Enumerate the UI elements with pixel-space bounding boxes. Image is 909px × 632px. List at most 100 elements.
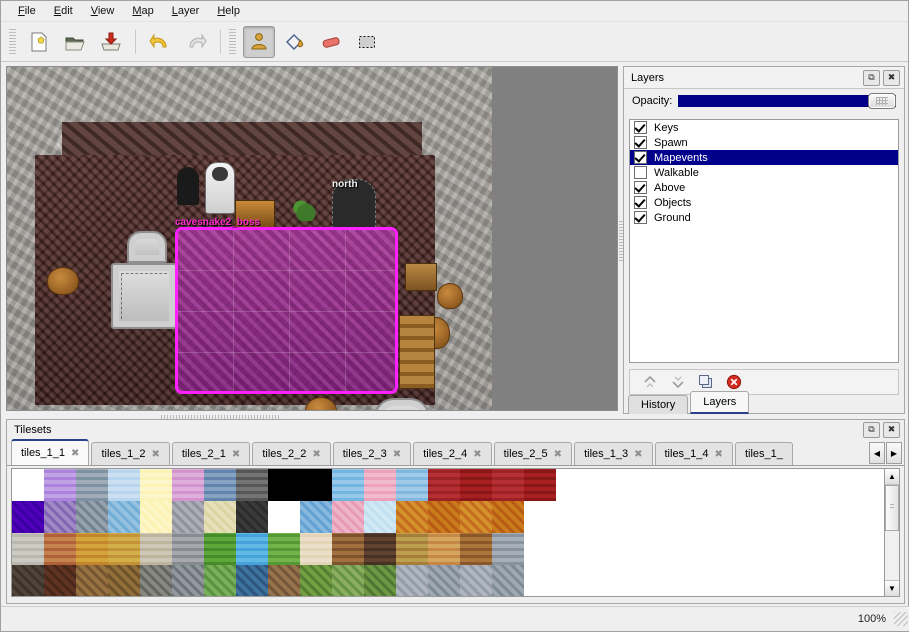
open-file-button[interactable] xyxy=(59,26,91,58)
tileset-tile[interactable] xyxy=(108,565,140,596)
undo-button[interactable] xyxy=(144,26,176,58)
tileset-tab-tiles_1_1[interactable]: tiles_1_1 ✖ xyxy=(11,439,90,465)
tileset-tile[interactable] xyxy=(76,565,108,596)
tileset-tile[interactable] xyxy=(364,469,396,501)
tileset-tile[interactable] xyxy=(844,565,876,596)
vertical-splitter[interactable] xyxy=(619,66,625,411)
layer-row-objects[interactable]: Objects xyxy=(630,195,898,210)
tileset-tile[interactable] xyxy=(140,533,172,565)
tileset-tile[interactable] xyxy=(396,501,428,533)
new-file-button[interactable] xyxy=(23,26,55,58)
tileset-tile[interactable] xyxy=(492,533,524,565)
tileset-tile[interactable] xyxy=(236,533,268,565)
tileset-tile[interactable] xyxy=(76,533,108,565)
tileset-tile[interactable] xyxy=(268,469,300,501)
tileset-tile[interactable] xyxy=(172,469,204,501)
stamp-tool-button[interactable] xyxy=(243,25,275,58)
tileset-tab-close-icon-5[interactable]: ✖ xyxy=(473,448,482,460)
tileset-tile[interactable] xyxy=(716,565,748,596)
tileset-tile[interactable] xyxy=(140,469,172,501)
close-icon[interactable]: ✖ xyxy=(883,69,900,86)
tab-layers[interactable]: Layers xyxy=(690,391,750,414)
layer-visibility-checkbox-spawn[interactable] xyxy=(634,136,647,149)
tileset-tile[interactable] xyxy=(812,565,844,596)
tileset-tile[interactable] xyxy=(492,469,524,501)
tileset-tab-tiles_2_2[interactable]: tiles_2_2 ✖ xyxy=(252,442,331,465)
tileset-scroll-thumb[interactable] xyxy=(885,485,899,531)
tileset-tile[interactable] xyxy=(524,565,556,596)
tileset-tile[interactable] xyxy=(12,469,44,501)
toolbar-grip-left[interactable] xyxy=(9,28,16,55)
tileset-tile[interactable] xyxy=(748,533,780,565)
duplicate-layer-button[interactable] xyxy=(696,372,716,392)
tileset-tile[interactable] xyxy=(12,501,44,533)
tileset-tile[interactable] xyxy=(460,533,492,565)
tileset-tile[interactable] xyxy=(76,469,108,501)
tileset-tab-close-icon-4[interactable]: ✖ xyxy=(392,448,402,460)
map-selection-region[interactable] xyxy=(175,227,430,410)
tileset-tile[interactable] xyxy=(428,533,460,565)
tileset-tile[interactable] xyxy=(396,533,428,565)
layer-row-spawn[interactable]: Spawn xyxy=(630,135,898,150)
layer-row-mapevents[interactable]: Mapevents xyxy=(630,150,898,165)
tileset-tab-tiles_2_1[interactable]: tiles_2_1 ✖ xyxy=(171,442,251,465)
tileset-tile[interactable] xyxy=(236,565,268,596)
layer-row-walkable[interactable]: Walkable xyxy=(630,165,898,180)
tileset-tile[interactable] xyxy=(652,533,684,565)
tileset-tile[interactable] xyxy=(620,533,652,565)
map-canvas[interactable]: cavesnake2_boss north xyxy=(6,66,618,411)
tileset-tile[interactable] xyxy=(556,469,588,501)
tileset-tile[interactable] xyxy=(716,533,748,565)
tileset-tile[interactable] xyxy=(588,565,620,596)
tileset-tile[interactable] xyxy=(268,501,300,533)
menu-layer[interactable]: Layer xyxy=(163,3,209,19)
tileset-tile[interactable] xyxy=(620,469,652,501)
redo-button[interactable] xyxy=(180,26,212,58)
tileset-tile[interactable] xyxy=(364,533,396,565)
tileset-tab-prev-button[interactable]: ◀ xyxy=(869,442,885,464)
tileset-tile[interactable] xyxy=(556,533,588,565)
tileset-tile[interactable] xyxy=(556,501,588,533)
tileset-tab-tiles_2_5[interactable]: tiles_2_5 ✖ xyxy=(493,442,573,465)
layer-row-keys[interactable]: Keys xyxy=(630,120,898,135)
tileset-tile[interactable] xyxy=(364,565,396,596)
layer-row-above[interactable]: Above xyxy=(630,180,898,195)
tileset-tile[interactable] xyxy=(844,469,876,501)
eraser-tool-button[interactable] xyxy=(315,26,347,58)
tileset-tile[interactable] xyxy=(492,501,524,533)
tileset-tab-close-icon-6[interactable]: ✖ xyxy=(553,448,563,460)
tileset-tile[interactable] xyxy=(268,565,300,596)
tileset-tile[interactable] xyxy=(44,565,76,596)
tileset-tile[interactable] xyxy=(76,501,108,533)
tileset-tab-close-icon-7[interactable]: ✖ xyxy=(634,448,643,460)
tileset-tile[interactable] xyxy=(812,533,844,565)
opacity-slider[interactable] xyxy=(678,93,896,109)
tileset-tile[interactable] xyxy=(780,469,812,501)
layer-list[interactable]: Keys Spawn Mapevents Walkable Above Obje… xyxy=(629,119,899,363)
tileset-tile[interactable] xyxy=(588,501,620,533)
menu-file[interactable]: File xyxy=(9,3,45,19)
tileset-tile[interactable] xyxy=(748,501,780,533)
tileset-tile[interactable] xyxy=(684,501,716,533)
tileset-tile[interactable] xyxy=(812,501,844,533)
fill-tool-button[interactable] xyxy=(279,26,311,58)
tileset-tile[interactable] xyxy=(620,565,652,596)
tileset-tile[interactable] xyxy=(812,469,844,501)
tileset-tile[interactable] xyxy=(108,501,140,533)
tileset-scrollbar[interactable]: ▲ ▼ xyxy=(884,468,900,597)
tileset-tab-tiles_2_3[interactable]: tiles_2_3 ✖ xyxy=(332,442,412,465)
tileset-tile[interactable] xyxy=(300,469,332,501)
tileset-tile[interactable] xyxy=(428,565,460,596)
move-layer-down-button[interactable] xyxy=(668,372,688,392)
tilesets-close-icon[interactable]: ✖ xyxy=(883,421,900,438)
tileset-tile[interactable] xyxy=(652,469,684,501)
tileset-tile[interactable] xyxy=(300,533,332,565)
tileset-tile[interactable] xyxy=(364,501,396,533)
tileset-tab-tiles_2_4[interactable]: tiles_2_4 ✖ xyxy=(413,442,492,465)
tileset-tab-close-icon-1[interactable]: ✖ xyxy=(151,448,160,460)
layer-visibility-checkbox-ground[interactable] xyxy=(634,211,647,224)
tilesets-restore-icon[interactable]: ⧉ xyxy=(863,421,880,438)
tileset-tile[interactable] xyxy=(204,533,236,565)
tileset-tile[interactable] xyxy=(204,565,236,596)
tileset-tab-tiles_1_3[interactable]: tiles_1_3 ✖ xyxy=(574,442,653,465)
